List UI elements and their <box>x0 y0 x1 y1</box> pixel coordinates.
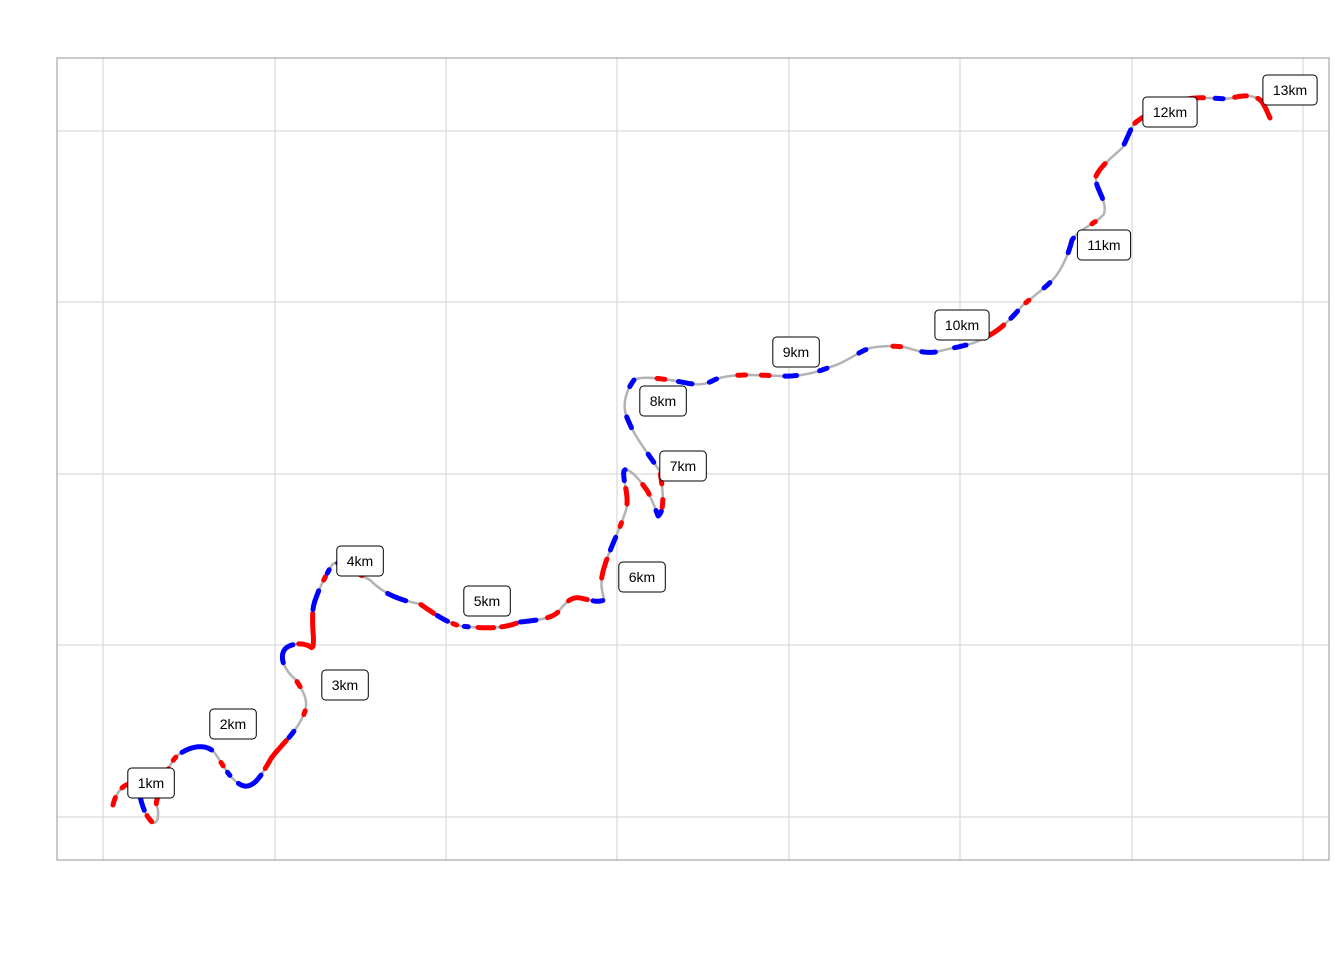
fast-pace-segment <box>418 602 437 616</box>
fast-pace-segment <box>659 497 666 510</box>
fast-pace-segment <box>296 610 316 651</box>
km-label-box <box>1076 229 1132 261</box>
fast-pace-segment <box>1089 219 1098 227</box>
km-label-box <box>772 336 820 368</box>
fast-pace-segment <box>623 485 630 507</box>
km-label-box <box>1142 96 1198 128</box>
km-label: 9km <box>772 336 820 368</box>
slow-pace-segment <box>653 508 664 519</box>
slow-pace-segment <box>137 794 147 813</box>
km-label: 10km <box>934 309 990 341</box>
slow-pace-segment <box>856 347 869 356</box>
km-label: 3km <box>321 669 369 701</box>
slow-pace-segment <box>1094 181 1105 201</box>
km-label-box <box>618 561 666 593</box>
km-label-text: 13km <box>1273 82 1307 98</box>
slow-pace-segment <box>676 379 695 387</box>
km-label-text: 2km <box>220 716 246 732</box>
slow-pace-segment <box>235 772 264 789</box>
km-label-text: 3km <box>332 677 358 693</box>
fast-pace-segment <box>545 609 561 621</box>
slow-pace-segment <box>279 642 296 666</box>
fast-pace-segment <box>144 813 155 825</box>
fast-pace-segment <box>1093 161 1108 179</box>
fast-pace-segment <box>262 737 289 771</box>
slow-pace-segment <box>517 617 539 625</box>
km-label-text: 8km <box>650 393 676 409</box>
km-label-box <box>209 708 257 740</box>
km-label-text: 5km <box>474 593 500 609</box>
fast-pace-segment <box>640 482 652 497</box>
slow-pace-segment <box>645 451 657 465</box>
slow-pace-segment <box>310 588 322 612</box>
km-label: 6km <box>618 561 666 593</box>
km-label-box <box>336 545 384 577</box>
slow-pace-segment <box>179 744 215 755</box>
km-label-box <box>463 585 511 617</box>
fast-pace-segment <box>599 556 610 581</box>
fast-pace-segment <box>1232 93 1249 100</box>
km-label-box <box>659 450 707 482</box>
fast-pace-segment <box>110 795 118 808</box>
slow-pace-segment <box>621 467 628 484</box>
fast-pace-segment <box>890 343 904 350</box>
km-label: 5km <box>463 585 511 617</box>
km-label: 1km <box>127 767 175 799</box>
km-label: 2km <box>209 708 257 740</box>
km-label: 7km <box>659 450 707 482</box>
km-label-text: 9km <box>783 344 809 360</box>
slow-pace-segment <box>434 613 450 624</box>
fast-pace-segment <box>499 620 520 630</box>
fast-pace-segment <box>301 708 308 717</box>
slow-pace-segment <box>1121 127 1134 147</box>
fast-pace-segment <box>170 754 179 763</box>
km-label-text: 11km <box>1087 237 1120 253</box>
fast-pace-segment <box>321 574 328 583</box>
km-label-box <box>1262 74 1318 106</box>
slow-pace-segment <box>286 728 297 740</box>
km-label-text: 4km <box>347 553 373 569</box>
fast-pace-segment <box>1023 297 1032 306</box>
slow-pace-segment <box>627 377 637 390</box>
slow-pace-segment <box>919 349 938 355</box>
fast-pace-segment <box>218 760 226 769</box>
slow-pace-segment <box>952 342 969 351</box>
fast-pace-segment <box>617 520 624 529</box>
slow-pace-segment <box>624 414 634 431</box>
slow-pace-segment <box>782 373 800 379</box>
km-label-box <box>127 767 175 799</box>
slow-pace-segment <box>1065 235 1076 256</box>
km-label: 13km <box>1262 74 1318 106</box>
km-label-box <box>934 309 990 341</box>
km-label: 12km <box>1142 96 1198 128</box>
slow-pace-segment <box>817 365 830 374</box>
slow-pace-segment <box>324 567 332 576</box>
fast-pace-segment <box>1255 95 1273 121</box>
km-label: 8km <box>639 385 687 417</box>
slow-pace-segment <box>706 376 719 385</box>
km-label: 4km <box>336 545 384 577</box>
km-label-box <box>321 669 369 701</box>
slow-pace-segment <box>1041 280 1053 291</box>
km-label: 11km <box>1076 229 1132 261</box>
km-label-text: 12km <box>1153 104 1187 120</box>
km-label-text: 6km <box>629 569 655 585</box>
slow-pace-segment <box>1008 308 1021 321</box>
fast-pace-segment <box>450 621 460 628</box>
slow-pace-segment <box>385 590 409 604</box>
slow-pace-segment <box>590 598 606 604</box>
km-label-text: 10km <box>945 317 979 333</box>
km-label-text: 1km <box>138 775 164 791</box>
fast-pace-segment <box>654 375 668 382</box>
fast-pace-segment <box>294 679 303 690</box>
slow-pace-segment <box>607 534 619 553</box>
plot-border <box>56 57 1330 861</box>
km-label-box <box>639 385 687 417</box>
slow-pace-segment <box>225 769 233 778</box>
km-label-text: 7km <box>670 458 696 474</box>
fast-pace-segment <box>566 595 590 604</box>
